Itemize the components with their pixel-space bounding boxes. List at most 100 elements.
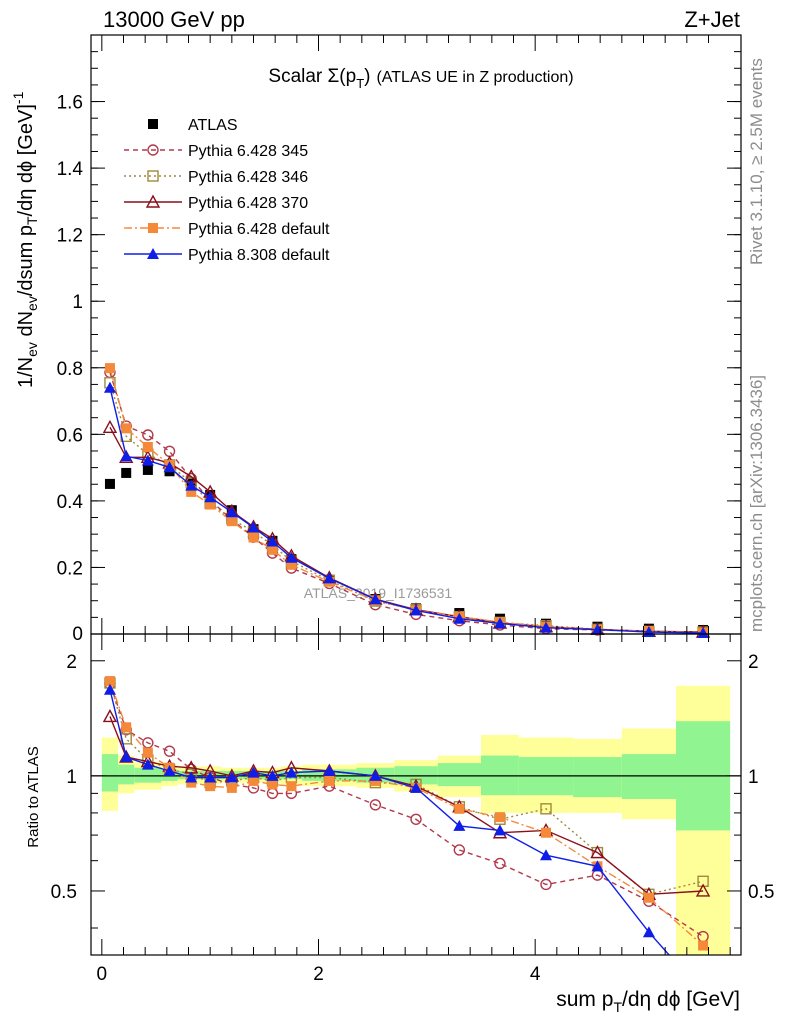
ratio-y-tick-label: 0.5 (51, 882, 77, 903)
plot-title-close: ) (364, 66, 370, 87)
legend-entry-pdef8: Pythia 8.308 default (124, 247, 330, 264)
ratio-point-pdef8 (266, 769, 279, 781)
ratio-y-axis-label: Ratio to ATLAS (25, 746, 42, 847)
data-point-pdef6 (104, 363, 115, 374)
legend-entry-pdef6: Pythia 6.428 default (124, 221, 330, 238)
ratio-y-tick-label-right: 0.5 (748, 882, 774, 903)
x-tick-label: 0 (97, 964, 108, 985)
legend-marker-pdef6 (148, 223, 158, 233)
ratio-point-p345 (453, 844, 466, 856)
ratio-point-pdef6 (541, 827, 551, 838)
data-point-atlas (104, 478, 115, 489)
y-tick-label-zero: 0 (72, 624, 83, 645)
legend-entry-atlas: ATLAS (148, 117, 238, 134)
ratio-point-p345 (163, 745, 176, 757)
ratio-line-p345 (109, 683, 704, 938)
ratio-point-pdef8 (410, 781, 422, 793)
ratio-point-pdef8 (642, 926, 655, 938)
ratio-point-pdef8 (185, 771, 198, 783)
legend-marker-p370 (145, 194, 161, 208)
data-point-pdef6 (205, 499, 216, 510)
legend-label-atlas: ATLAS (188, 117, 238, 134)
data-point-pdef8 (225, 506, 238, 518)
uncertainty-band (518, 737, 574, 813)
series-p370 (102, 419, 711, 638)
data-point-pdef8 (285, 551, 298, 563)
ratio-point-pdef6 (205, 781, 216, 792)
data-point-pdef8 (369, 593, 382, 605)
ratio-point-p346 (540, 803, 552, 815)
data-point-pdef8 (453, 612, 466, 624)
legend-label-p345: Pythia 6.428 345 (188, 143, 308, 160)
data-point-pdef6 (267, 544, 278, 555)
uncertainty-band (676, 685, 731, 955)
series-line-p370 (109, 426, 704, 633)
data-point-pdef8 (141, 454, 154, 466)
ratio-point-pdef6 (267, 779, 278, 790)
ratio-point-pdef6 (248, 775, 259, 786)
data-point-p370 (102, 419, 118, 434)
y-tick-label: 0.2 (57, 558, 83, 579)
ratio-y-tick-label: 1 (66, 767, 77, 788)
data-point-pdef8 (323, 572, 336, 584)
ratio-plot-marks (91, 676, 741, 955)
data-point-pdef6 (226, 516, 237, 527)
ratio-point-pdef6 (698, 940, 709, 951)
main-y-axis-label: 1/Nev dNev/dsum pT/dη dϕ [GeV]-1 (10, 91, 40, 388)
ratio-point-pdef8 (247, 766, 260, 778)
ratio-point-pdef8 (163, 764, 176, 776)
legend-marker-pdef8 (147, 248, 159, 259)
ratio-point-pdef6 (226, 782, 237, 793)
ratio-series-pdef8 (103, 683, 671, 955)
uncertainty-band (101, 737, 119, 811)
legend-label-pdef8: Pythia 8.308 default (188, 247, 330, 264)
ratio-point-pdef6 (142, 747, 153, 758)
data-point-pdef8 (247, 521, 260, 533)
ratio-point-pdef6 (643, 892, 654, 903)
ratio-plot-frame (90, 633, 742, 956)
ratio-point-p345 (369, 799, 382, 811)
ratio-y-tick-label-right: 1 (748, 767, 759, 788)
data-point-pdef8 (697, 627, 710, 639)
data-point-pdef8 (410, 604, 422, 616)
uncertainty-band-inner (101, 754, 119, 792)
ratio-point-pdef8 (591, 860, 604, 872)
uncertainty-band-inner (573, 757, 622, 798)
y-tick-label: 1.4 (57, 159, 84, 180)
legend-label-pdef6: Pythia 6.428 default (188, 221, 330, 238)
legend-marker-p346 (147, 170, 159, 182)
ratio-point-pdef8 (225, 771, 238, 783)
uncertainty-band-inner (204, 770, 221, 780)
ratio-point-pdef6 (454, 803, 465, 814)
data-point-pdef6 (248, 532, 259, 543)
ratio-point-p345 (494, 857, 506, 870)
ratio-point-pdef6 (186, 777, 197, 788)
ratio-point-pdef6 (324, 775, 335, 786)
uncertainty-band (118, 755, 135, 794)
ratio-plot-panel: 0.5 0.5 1 1 2 2 0 2 4 Ratio to ATLAS sum pT/dη d… (25, 633, 774, 1015)
ratio-point-pdef8 (540, 849, 552, 861)
data-point-atlas (121, 467, 132, 478)
data-point-p345 (163, 445, 176, 458)
data-point-pdef6 (142, 441, 153, 452)
data-point-p345 (142, 429, 154, 441)
data-point-pdef8 (266, 535, 279, 547)
watermark: ATLAS_2019_I1736531 (304, 585, 453, 601)
ratio-plot-ticks: 0.5 0.5 1 1 2 2 0 2 4 (51, 634, 774, 985)
plot-title-main: Scalar Σ(p (268, 66, 356, 87)
data-point-pdef8 (103, 381, 116, 393)
legend-entry-p346: Pythia 6.428 346 (124, 169, 308, 186)
ratio-point-pdef8 (204, 771, 217, 783)
uncertainty-band-inner (621, 754, 676, 799)
data-point-pdef8 (185, 479, 198, 491)
ratio-point-pdef8 (141, 758, 154, 770)
ratio-y-tick-label-right: 2 (748, 652, 759, 673)
main-plot-ticks: 0.2 0.4 0.6 0.8 1 1.2 1.4 1.6 0 (57, 35, 741, 645)
ratio-point-pdef6 (121, 722, 132, 733)
ratio-point-pdef8 (285, 766, 298, 778)
ratio-point-pdef6 (104, 676, 115, 687)
y-tick-label: 0.8 (57, 359, 83, 380)
data-point-pdef8 (120, 450, 133, 462)
data-point-pdef8 (204, 491, 217, 503)
y-tick-label: 1.6 (57, 93, 83, 114)
